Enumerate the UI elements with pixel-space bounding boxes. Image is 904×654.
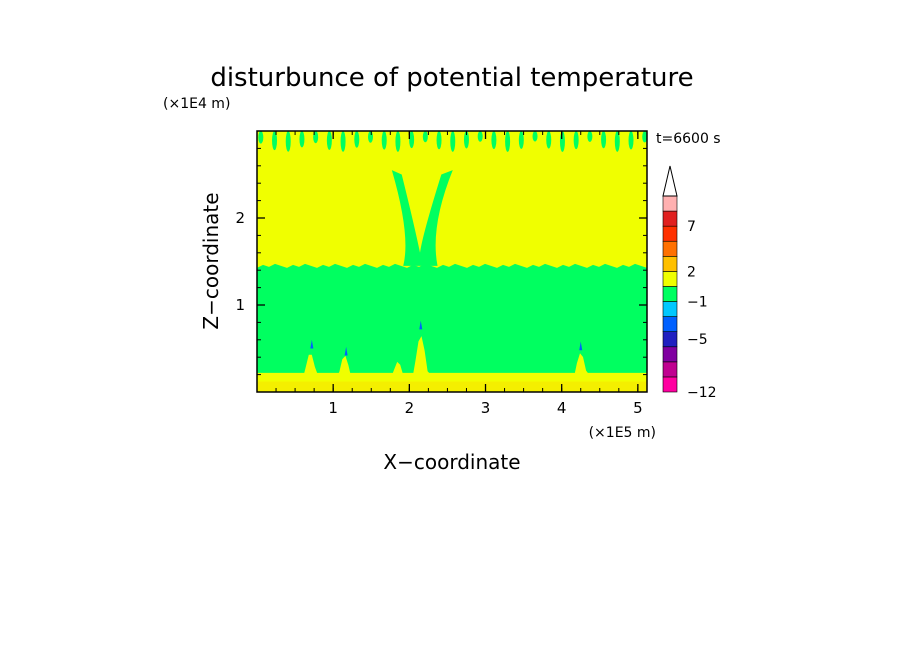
- top-wave-finger: [463, 131, 469, 149]
- x-tick-label: 1: [328, 399, 338, 417]
- cold-spike: [579, 341, 583, 351]
- top-wave-finger: [587, 131, 593, 143]
- colorbar-swatch: [662, 346, 678, 363]
- colorbar-label: 2: [687, 264, 696, 280]
- x-axis-label: X−coordinate: [383, 450, 520, 474]
- colorbar-swatch: [662, 331, 678, 348]
- colorbar-label: −12: [687, 385, 717, 401]
- colorbar-swatch: [662, 256, 678, 272]
- x-tick-label: 5: [633, 399, 643, 417]
- top-wave-finger: [573, 131, 579, 150]
- colorbar-swatch: [662, 195, 678, 212]
- colorbar-swatch: [662, 210, 678, 227]
- top-wave-finger: [299, 131, 305, 148]
- top-wave-finger: [601, 131, 607, 149]
- cold-spike: [419, 320, 423, 330]
- top-wave-finger: [422, 131, 428, 143]
- top-wave-finger: [409, 131, 415, 149]
- plot-axes: 1 2 3 4 5 1 2: [235, 130, 648, 417]
- x-unit-label: (×1E5 m): [589, 425, 656, 441]
- colorbar-swatch: [662, 316, 678, 332]
- plot-frame: [256, 130, 648, 393]
- top-wave-finger: [532, 131, 538, 142]
- x-tick-label: 3: [481, 399, 491, 417]
- top-wave-finger: [505, 131, 511, 152]
- top-wave-finger: [642, 131, 647, 143]
- colorbar-swatch: [662, 361, 678, 378]
- wave-plume: [391, 170, 453, 266]
- colorbar-swatch: [662, 301, 678, 317]
- cold-spike: [310, 339, 314, 349]
- top-wave-finger: [381, 131, 387, 150]
- top-wave-finger: [546, 131, 552, 149]
- top-wave-finger: [272, 131, 278, 151]
- top-wave-finger: [436, 131, 442, 150]
- y-axis-label: Z−coordinate: [199, 192, 223, 329]
- colorbar-swatch: [662, 286, 678, 302]
- colorbar-swatch: [662, 376, 678, 393]
- y-tick-label: 1: [235, 296, 245, 314]
- top-wave-finger: [326, 131, 332, 150]
- x-tick-label: 2: [405, 399, 415, 417]
- colorbar-label: −5: [687, 332, 708, 348]
- colorbar: −12−5−127: [662, 165, 717, 401]
- colorbar-swatch: [662, 271, 678, 287]
- top-wave-finger: [285, 131, 291, 152]
- colorbar-swatch: [662, 240, 678, 257]
- colorbar-swatch: [662, 225, 678, 242]
- cold-spike: [344, 346, 348, 356]
- bottom-orange-tint: [257, 381, 647, 392]
- colorbar-label: −1: [687, 295, 708, 311]
- top-wave-finger: [395, 131, 401, 152]
- top-wave-finger: [258, 131, 264, 144]
- x-tick-label: 4: [557, 399, 567, 417]
- contour-field: [257, 131, 647, 392]
- top-wave-finger: [628, 131, 634, 150]
- y-unit-label: (×1E4 m): [163, 96, 230, 112]
- field-group: [257, 131, 647, 392]
- top-wave-finger: [491, 131, 497, 149]
- top-wave-finger: [559, 131, 565, 152]
- bottom-yellow-layer: [257, 336, 647, 392]
- top-wave-finger: [450, 131, 456, 152]
- top-wave-finger: [614, 131, 620, 152]
- time-label: t=6600 s: [656, 131, 721, 147]
- top-wave-finger: [477, 131, 483, 142]
- colorbar-label: 7: [687, 219, 696, 235]
- top-wave-finger: [367, 131, 373, 143]
- top-wave-finger: [354, 131, 360, 148]
- green-band: [257, 263, 647, 373]
- top-wave-finger: [518, 131, 524, 149]
- chart-title: disturbunce of potential temperature: [210, 63, 693, 93]
- top-wave-finger: [340, 131, 346, 152]
- y-tick-label: 2: [235, 209, 245, 227]
- colorbar-extend-arrow: [662, 165, 678, 197]
